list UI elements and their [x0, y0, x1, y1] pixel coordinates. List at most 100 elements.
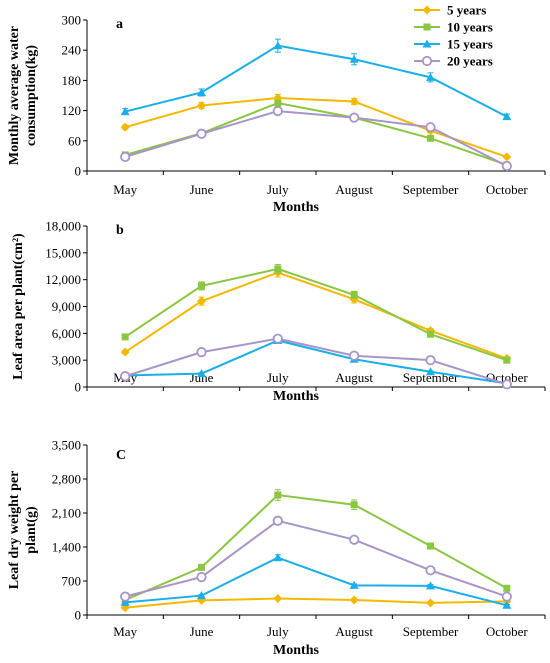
y-tick-label: 3,000 [52, 353, 81, 368]
series-line [124, 97, 508, 158]
series-10-years [121, 263, 511, 364]
series-20-years [120, 333, 512, 390]
legend-label: 10 years [447, 20, 493, 35]
x-tick-label: May [113, 182, 137, 197]
series-line [125, 556, 508, 607]
data-point [274, 99, 282, 107]
series-line [124, 267, 508, 362]
series-line [124, 493, 508, 601]
data-point [350, 501, 358, 509]
data-point [502, 112, 512, 121]
y-tick-label: 9,000 [52, 299, 81, 314]
data-point [502, 600, 512, 609]
y-tick-label: 2,800 [52, 472, 81, 487]
data-point [501, 591, 512, 602]
series-line [124, 519, 508, 598]
data-point [349, 534, 360, 545]
x-tick-label: October [486, 182, 529, 197]
legend-marker [422, 5, 432, 15]
series-line [124, 110, 508, 167]
y-tick-label: 2,100 [52, 506, 81, 521]
series-line [124, 337, 508, 386]
x-tick-label: October [486, 624, 529, 639]
y-tick-label: 0 [75, 164, 82, 179]
y-tick-label: 3,500 [52, 438, 81, 453]
data-point [349, 112, 360, 123]
y-axis-label: Leaf area per plant(cm²) [11, 233, 26, 380]
data-point [425, 565, 436, 576]
x-tick-label: August [335, 182, 373, 197]
data-point [501, 379, 512, 390]
data-point [120, 151, 131, 163]
data-point [120, 122, 130, 132]
y-axis-label: Monthly average water [7, 26, 22, 165]
data-point [426, 72, 435, 81]
x-tick-label: June [190, 182, 214, 197]
data-point [197, 87, 206, 96]
data-point [502, 152, 512, 162]
y-tick-label: 6,000 [52, 326, 81, 341]
x-tick-label: September [403, 624, 459, 639]
data-point [427, 542, 434, 550]
panel-tag: C [116, 448, 126, 463]
chart-panel-C: 0 700 1,400 2,100 2,800 3,500 May June July Augus… [7, 438, 546, 658]
data-point [349, 350, 360, 361]
data-point [272, 515, 283, 526]
data-point [272, 333, 283, 344]
legend-marker [421, 55, 433, 67]
data-point [274, 491, 282, 499]
data-point [272, 106, 283, 117]
series-20-years [120, 106, 512, 172]
data-point [350, 291, 358, 299]
legend: 5 years 10 years 15 years 20 years [414, 3, 493, 69]
y-tick-label: 0 [75, 380, 82, 395]
data-point [426, 598, 435, 608]
data-point [349, 97, 359, 107]
series-15-years [120, 38, 512, 121]
data-point [197, 101, 206, 111]
data-point [427, 330, 434, 338]
data-point [501, 160, 512, 172]
data-point [197, 296, 206, 306]
y-tick-label: 15,000 [45, 245, 81, 260]
data-point [196, 572, 207, 583]
series-line [124, 44, 508, 118]
series-15-years [120, 553, 512, 609]
data-point [120, 107, 130, 116]
data-point [273, 593, 283, 603]
y-tick-label: 60 [68, 133, 81, 148]
series-5-years [120, 593, 512, 613]
y-axis-label: consumption(kg) [24, 45, 39, 146]
data-point [198, 282, 205, 290]
series-20-years [120, 515, 512, 602]
data-point [349, 580, 359, 589]
y-axis-label: Leaf dry weight per [7, 471, 22, 590]
series-line [125, 339, 507, 385]
x-tick-label: July [267, 182, 289, 197]
series-line [125, 597, 507, 609]
data-point [274, 265, 282, 273]
data-point [196, 128, 207, 139]
chart-panel-a: 0 60 120 180 240 300 May June July August Septembe… [7, 13, 546, 215]
panel-tag: b [116, 223, 124, 238]
series-line [124, 102, 508, 166]
x-tick-label: July [267, 370, 289, 385]
y-tick-label: 700 [62, 574, 82, 589]
y-tick-label: 180 [62, 73, 82, 88]
data-point [121, 333, 129, 341]
x-tick-label: August [335, 370, 373, 385]
data-point [349, 54, 359, 63]
data-point [425, 355, 436, 366]
data-point [197, 591, 206, 600]
x-tick-label: September [403, 182, 459, 197]
data-point [120, 591, 131, 602]
y-tick-label: 120 [62, 103, 82, 118]
y-tick-label: 12,000 [45, 272, 81, 287]
x-axis-label: Months [273, 389, 319, 404]
y-tick-label: 240 [62, 43, 82, 58]
data-point [503, 356, 511, 364]
data-point [425, 122, 436, 133]
x-tick-label: May [113, 624, 137, 639]
chart-panel-b: 03,0006,0009,00012,00015,00018,000MayJun… [11, 219, 546, 404]
